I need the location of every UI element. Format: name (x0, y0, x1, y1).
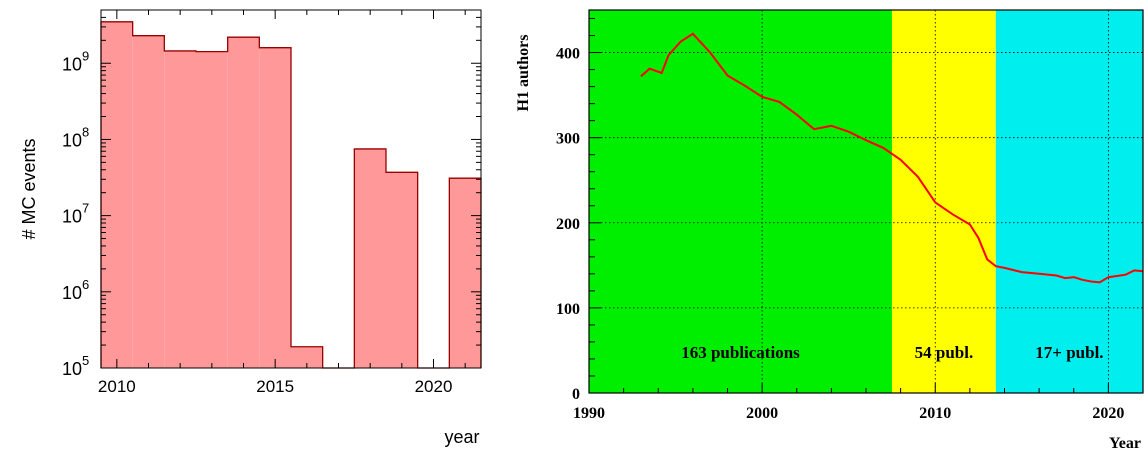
y-tick-label: 10 (62, 207, 82, 227)
x-tick-label: 1990 (573, 405, 605, 422)
plot-frame (100, 9, 482, 369)
x-axis-label: Year (1109, 435, 1141, 452)
x-tick-label: 2015 (256, 377, 294, 396)
period-band (891, 10, 996, 393)
y-axis-label: H1 authors (515, 35, 532, 112)
y-tick-exponent: 6 (82, 277, 89, 292)
x-tick-label: 2000 (746, 405, 778, 422)
x-tick-label: 2020 (415, 377, 453, 396)
histogram-outline (100, 21, 482, 369)
y-tick-base: 10 (62, 283, 82, 303)
histogram-bar (101, 21, 133, 368)
x-tick-label: 2020 (1092, 405, 1124, 422)
y-tick-base: 10 (62, 207, 82, 227)
histogram-bar (386, 172, 418, 368)
histogram-bar (227, 37, 260, 368)
y-tick-base: 10 (62, 130, 82, 150)
y-tick-label: 400 (556, 46, 580, 63)
y-tick-label: 10 (62, 54, 82, 74)
x-axis-label: year (444, 427, 479, 447)
y-tick-exponent: 8 (82, 124, 89, 139)
y-tick-label: 10 (62, 130, 82, 150)
band-label: 163 publications (681, 343, 800, 362)
y-tick-base: 10 (62, 54, 82, 74)
y-tick-label: 0 (572, 386, 580, 403)
period-band (589, 10, 892, 393)
y-tick-exponent: 7 (82, 201, 89, 216)
histogram-bar (259, 47, 291, 369)
histogram-bar (291, 346, 323, 368)
y-tick-label: 200 (556, 216, 580, 233)
x-tick-label: 2010 (98, 377, 136, 396)
y-tick-exponent: 9 (82, 48, 89, 63)
x-tick-label: 2010 (919, 405, 951, 422)
y-tick-label: 100 (556, 301, 580, 318)
period-band (995, 10, 1143, 393)
y-tick-label: 10 (62, 359, 82, 379)
y-axis-label: # MC events (19, 138, 39, 239)
histogram-bar (354, 148, 386, 368)
y-tick-label: 300 (556, 131, 580, 148)
histogram-bar (132, 35, 165, 368)
histogram-bar (449, 178, 481, 368)
histogram-bar (164, 50, 196, 369)
h1-authors-chart: 163 publications 54 publ. 17+ publ. 1990 200… (515, 9, 1144, 452)
band-label: 54 publ. (915, 343, 974, 362)
histogram-bar (196, 51, 228, 368)
y-tick-exponent: 5 (82, 353, 89, 368)
authors-series-line (640, 32, 1144, 284)
y-tick-label: 10 (62, 283, 82, 303)
y-tick-base: 10 (62, 359, 82, 379)
band-label: 17+ publ. (1035, 343, 1103, 362)
